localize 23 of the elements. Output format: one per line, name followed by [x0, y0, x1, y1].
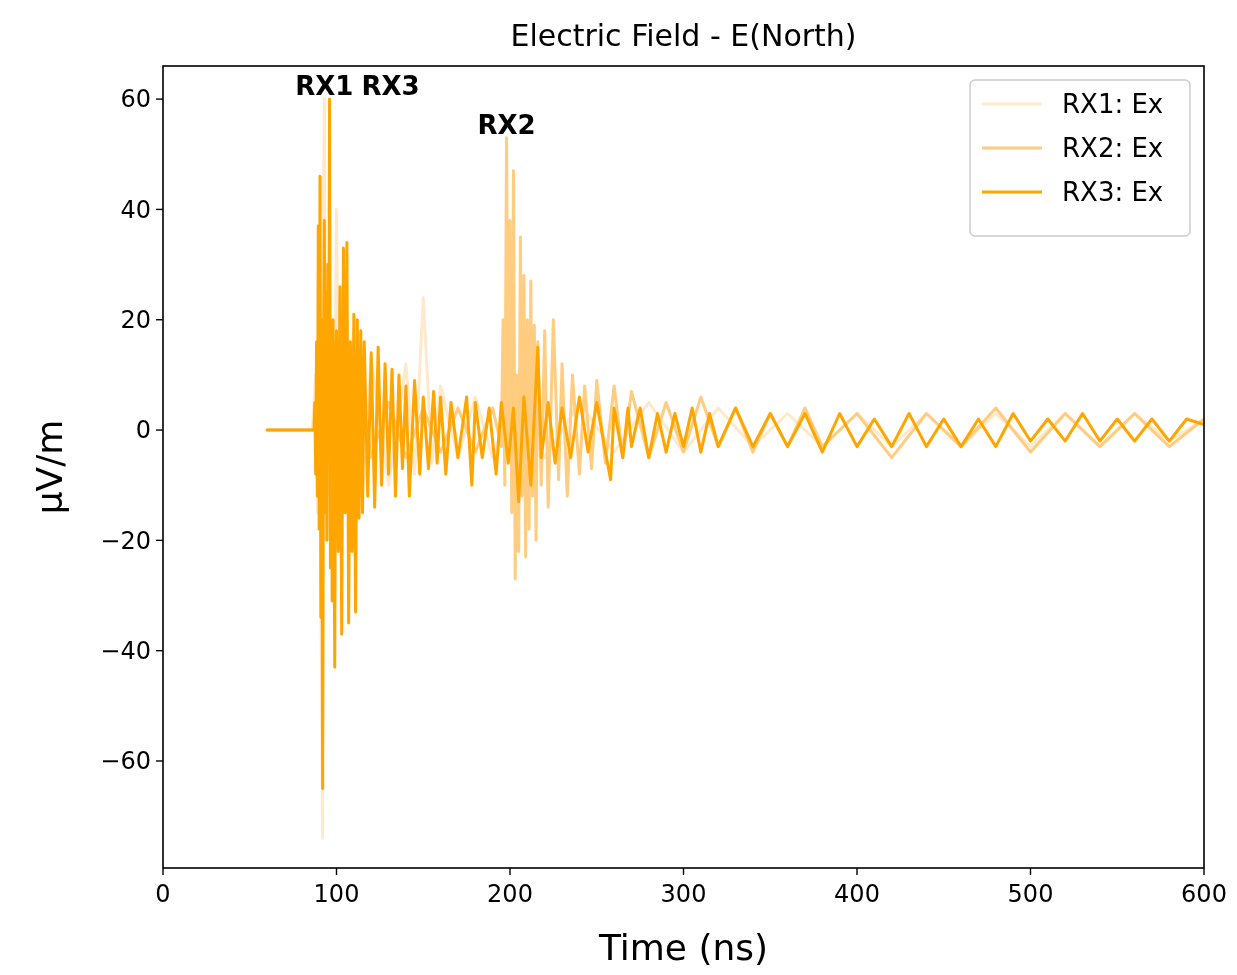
- annotation: RX1: [295, 71, 354, 102]
- y-tick-label: 40: [120, 195, 151, 224]
- annotation: RX2: [477, 109, 536, 140]
- x-tick-label: 0: [155, 880, 171, 908]
- y-axis-title: μV/m: [29, 419, 70, 515]
- legend-label: RX1: Ex: [1062, 89, 1164, 120]
- legend-label: RX3: Ex: [1062, 177, 1164, 208]
- y-tick-label: −20: [100, 526, 151, 555]
- legend-label: RX2: Ex: [1062, 133, 1164, 164]
- x-tick-label: 300: [660, 880, 707, 908]
- y-tick-label: 0: [135, 416, 151, 445]
- x-tick-label: 200: [487, 880, 533, 908]
- annotation: RX3: [361, 71, 420, 102]
- x-axis-title: Time (ns): [597, 927, 769, 968]
- y-tick-label: 60: [120, 85, 151, 114]
- chart-title: Electric Field - E(North): [510, 18, 857, 53]
- x-tick-label: 100: [313, 880, 360, 908]
- x-tick-label: 400: [834, 880, 880, 908]
- y-tick-label: −60: [100, 747, 151, 776]
- y-tick-label: 20: [120, 306, 151, 335]
- x-tick-label: 500: [1007, 880, 1054, 908]
- y-tick-label: −40: [100, 637, 151, 666]
- x-tick-label: 600: [1181, 880, 1227, 908]
